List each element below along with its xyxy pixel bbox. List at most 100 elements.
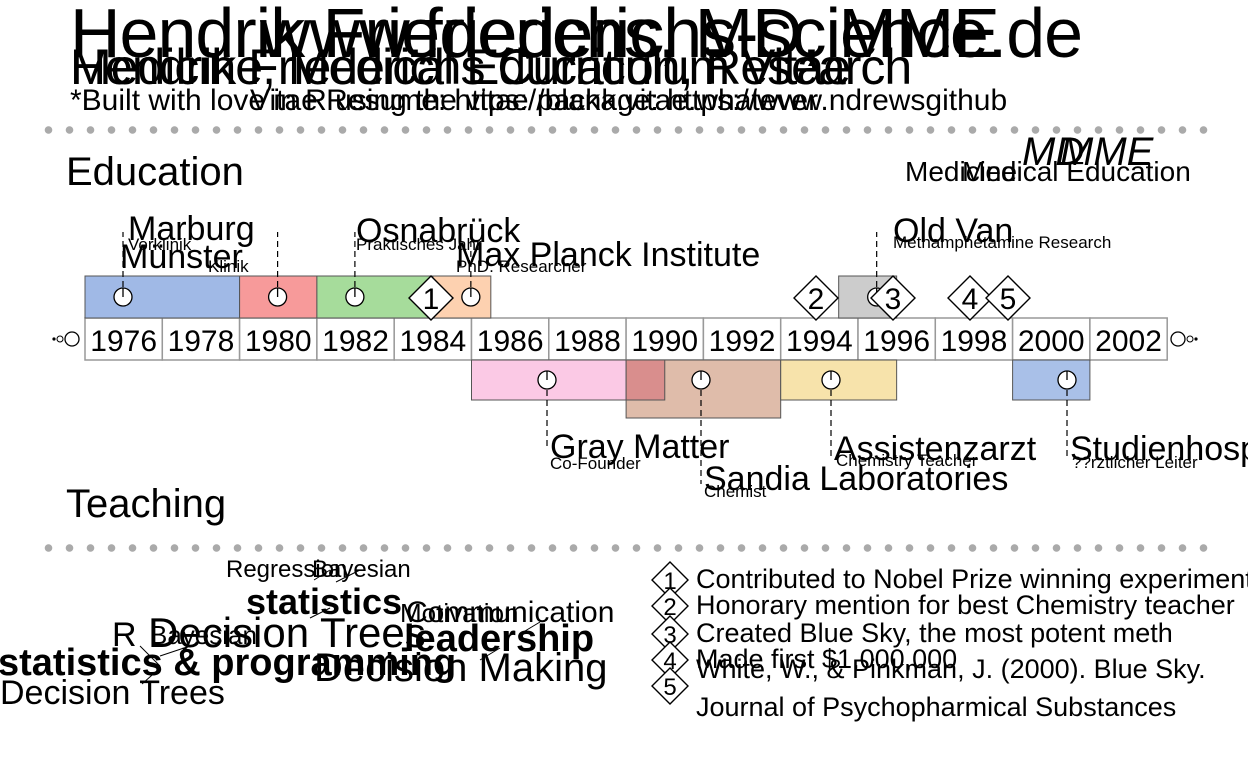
credit-line: *Built with love in R using the vitae pa… [70,84,1008,117]
year-tick-label: 2002 [1095,325,1162,358]
achievement-text: White, W., & Pinkman, J. (2000). Blue Sk… [696,654,1206,684]
milestone-marker [947,275,993,321]
year-cell [857,317,937,361]
milestone-label: 3 [885,283,902,316]
work-role: Chemistry Teacher [836,451,978,470]
cv-subtitle-secondary: Hendrik Friederichs Curriculum Vitae [70,39,851,95]
cv-timeline: 1976 1978 1980 1982 1984 1986 1988 1990 1992 1994… [52,210,1248,500]
milestone-label: 5 [1000,283,1017,316]
year-cell [161,317,241,361]
year-cell [779,317,859,361]
year-tick-label: 2000 [1018,325,1085,358]
achievement-text: Contributed to Nobel Prize winning exper… [696,564,1248,594]
year-tick-label: 1976 [90,325,157,358]
milestone-marker [408,275,454,321]
achievement-number: 3 [663,622,676,649]
year-cell [702,317,782,361]
skill-word: Decision Trees [148,609,426,656]
achievement-markers: 1 2 3 4 5 [651,561,689,705]
year-tick-label: 1996 [863,325,930,358]
achievement-text: Honorary mention for best Chemistry teac… [696,590,1235,620]
word-cloud-connectors [139,569,541,685]
education-title: Old Van [893,212,1013,250]
year-cell [548,317,627,361]
website-title: www.friederichs-science.de [260,0,1083,72]
achievement-number: 5 [663,674,676,701]
work-title: Sandia Laboratories [704,460,1008,498]
achievement-text: Made first $1,000,000 [696,644,958,674]
education-role: Klinik [208,257,249,276]
year-tick-label: 1992 [709,325,776,358]
education-title: Max Planck Institute [456,236,760,274]
dotted-divider-top [38,126,1218,134]
education-role: Methamphetamine Research [893,233,1111,252]
year-tick-label: 1988 [554,325,621,358]
work-title: Assistenzarzt [834,430,1037,468]
year-tick-label: 1994 [786,325,853,358]
work-bar [1012,359,1091,401]
education-title: Münster [120,238,243,276]
skill-word: Bayesian [312,556,411,583]
milestone-marker [985,275,1031,321]
year-tick-label: 1990 [631,325,698,358]
education-title: Osnabrück [356,212,521,250]
axis-start-cap [52,337,56,341]
work-title: Gray Matter [550,428,729,466]
degree-mme: MME [1060,130,1154,174]
cv-subtitle: Medicine, Medical Education, Research [70,39,912,95]
skill-word: Bayesian [150,620,257,650]
axis-end-cap [1170,331,1186,347]
skill-word: statistics [246,581,403,622]
year-cell [316,317,395,361]
achievement-text: Created Blue Sky, the most potent meth [696,618,1173,648]
axis-start-cap [64,331,80,347]
year-cell [84,317,164,361]
skill-word: R [112,616,137,654]
education-bar [84,275,241,319]
work-role: ??rztlicher Leiter [1072,453,1198,472]
year-cell [470,317,550,361]
year-tick-label: 1982 [322,325,389,358]
work-role: Co-Founder [550,454,641,473]
year-tick-label: 1984 [399,325,466,358]
work-bar-overlap [625,359,666,401]
year-tick-label: 1978 [168,325,235,358]
year-tick-label: 1998 [941,325,1008,358]
education-role: Praktisches Jahr [356,235,482,254]
skill-word: Motivation [400,598,519,628]
credit-line-secondary: Vitae Resume: https://blank.vitae.whatev… [250,84,819,117]
section-title-education: Education [66,150,244,194]
year-cell [934,317,1014,361]
skill-word: leadership [404,618,595,660]
milestone-label: 1 [423,283,440,316]
work-role: Chemist [704,482,767,500]
skill-word: Communication [406,596,615,629]
degree-md-subject: Medicine [905,156,1018,187]
section-title-teaching: Teaching [66,482,227,526]
skill-word: statistics & programming [0,642,457,684]
achievement-number: 4 [663,648,676,675]
education-title: Marburg [128,210,255,248]
year-tick-label: 1980 [245,325,312,358]
axis-start-cap [56,335,64,343]
work-title: Studienhospital [1070,430,1248,468]
milestone-label: 4 [962,283,979,316]
skill-word: Decision Making [314,646,608,690]
year-cell [625,317,705,361]
axis-end-cap [1194,337,1198,341]
education-role: Vorklinik [128,235,192,254]
achievement-number: 1 [663,568,676,595]
degree-mme-subject: Medical Education [962,156,1191,187]
skill-word: Decision Trees [0,674,225,712]
year-cell [1089,317,1168,361]
year-cell [393,317,473,361]
axis-end-cap [1186,335,1194,343]
degree-md: MD [1022,130,1085,174]
cv-name: Hendrik Friederichs, MD, MME [70,0,1000,72]
achievement-number: 2 [663,594,676,621]
education-role: PhD. Researcher [456,257,587,276]
year-tick-label: 1986 [477,325,544,358]
milestone-label: 2 [808,283,825,316]
dotted-divider-bottom [38,544,1218,552]
milestone-marker [870,275,916,321]
